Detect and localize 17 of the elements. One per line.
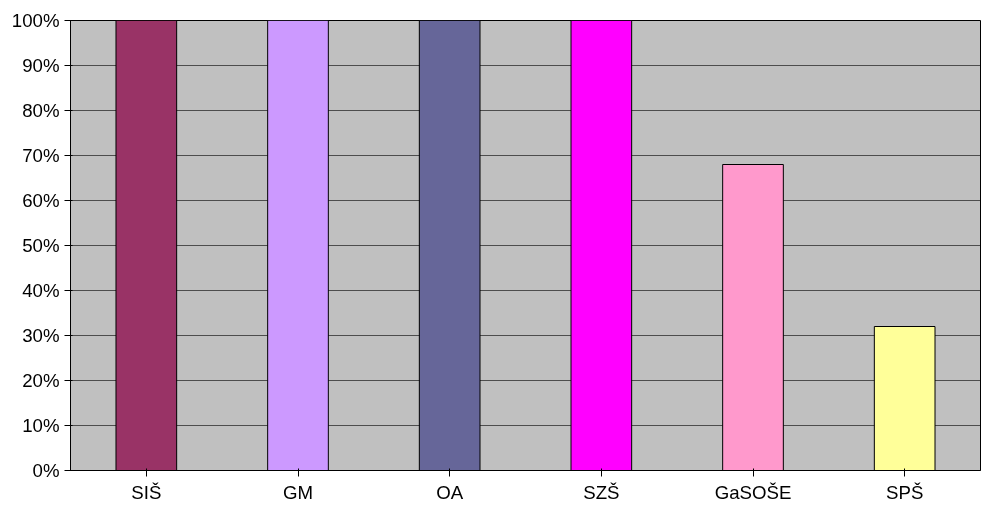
x-tick-label: OA — [436, 481, 464, 503]
y-tick-label: 90% — [22, 55, 60, 76]
y-tick-label: 0% — [32, 460, 60, 481]
y-tick-label: 60% — [22, 190, 60, 211]
y-tick-label: 20% — [22, 370, 60, 391]
y-tick-label: 50% — [22, 235, 60, 256]
y-tick-label: 10% — [22, 415, 60, 436]
x-tick-label: SZŠ — [583, 481, 620, 503]
x-tick-label: GaSOŠE — [714, 481, 792, 503]
y-tick-label: 100% — [11, 10, 60, 31]
y-tick-label: 70% — [22, 145, 60, 166]
y-tick-label: 80% — [22, 100, 60, 121]
y-tick-label: 40% — [22, 280, 60, 301]
x-tick-label: SIŠ — [131, 481, 162, 503]
x-tick-label: SPŠ — [886, 481, 924, 503]
y-tick-label: 30% — [22, 325, 60, 346]
x-tick-label: GM — [282, 481, 314, 503]
